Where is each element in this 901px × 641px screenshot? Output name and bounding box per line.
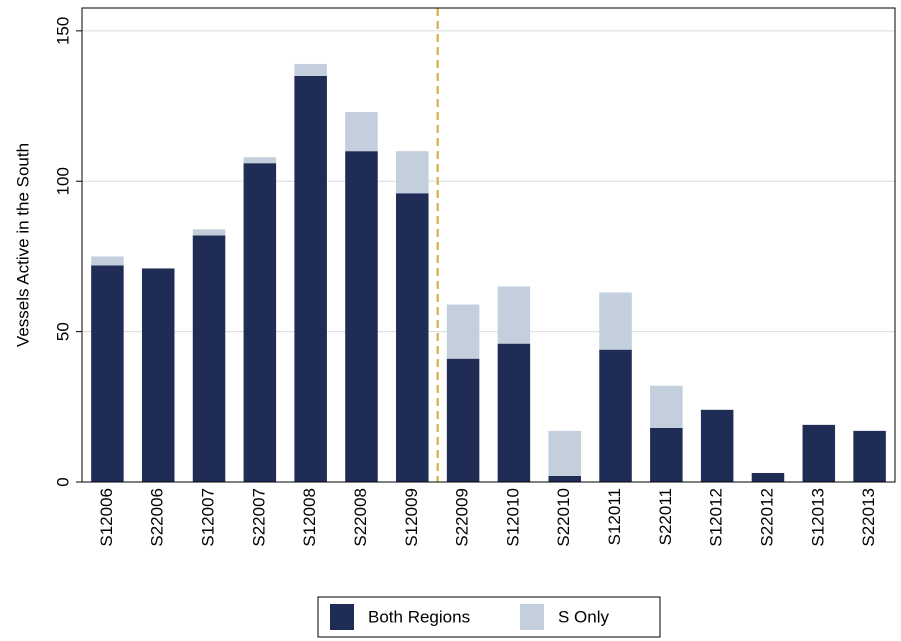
x-tick-label: S22011 bbox=[656, 488, 675, 545]
bar-segment bbox=[192, 229, 226, 236]
y-tick-label: 0 bbox=[53, 477, 72, 486]
bar-segment bbox=[294, 63, 327, 76]
bar-segment bbox=[91, 265, 124, 482]
x-tick-label: S22006 bbox=[148, 488, 167, 547]
x-tick-label: S12012 bbox=[707, 488, 726, 547]
bar-segment bbox=[141, 268, 175, 482]
bar-segment bbox=[548, 430, 581, 476]
legend-box bbox=[317, 596, 661, 638]
legend-swatch bbox=[520, 604, 544, 630]
x-tick-label: S22013 bbox=[859, 488, 878, 547]
bar-segment bbox=[853, 430, 886, 482]
x-tick-label: S12011 bbox=[605, 488, 624, 545]
bar-segment bbox=[192, 235, 226, 482]
x-tick-label: S12009 bbox=[402, 488, 421, 547]
bar-segment bbox=[396, 151, 429, 194]
bar-segment bbox=[751, 472, 785, 482]
bar-segment bbox=[91, 256, 124, 266]
bar-segment bbox=[345, 151, 378, 483]
bar-segment bbox=[497, 343, 531, 482]
legend-swatch bbox=[330, 604, 354, 630]
plot-frame bbox=[81, 7, 896, 483]
y-tick-label: 150 bbox=[53, 17, 72, 45]
bar-segment bbox=[243, 163, 277, 483]
bar-segment bbox=[548, 475, 581, 482]
bar-segment bbox=[243, 157, 277, 164]
bar-segment bbox=[650, 427, 683, 482]
bar-segment bbox=[446, 358, 480, 482]
x-tick-label: S12007 bbox=[199, 488, 218, 547]
y-axis-label: Vessels Active in the South bbox=[13, 143, 32, 347]
x-tick-label: S12008 bbox=[300, 488, 319, 547]
x-tick-label: S22010 bbox=[554, 488, 573, 547]
legend-label: S Only bbox=[558, 607, 610, 626]
bar-segment bbox=[396, 193, 429, 482]
bar-segment bbox=[446, 304, 480, 359]
x-tick-label: S12010 bbox=[503, 488, 522, 547]
x-tick-label: S12013 bbox=[808, 488, 827, 547]
bar-segment bbox=[802, 424, 836, 482]
bar-segment bbox=[650, 385, 683, 428]
x-tick-label: S22008 bbox=[351, 488, 370, 547]
bar-segment bbox=[599, 292, 632, 350]
bar-segment bbox=[599, 349, 632, 482]
bar-segment bbox=[345, 112, 378, 152]
x-tick-label: S12006 bbox=[97, 488, 116, 547]
x-tick-label: S22007 bbox=[249, 488, 268, 547]
legend-label: Both Regions bbox=[368, 607, 470, 626]
y-tick-label: 50 bbox=[53, 322, 72, 341]
x-tick-label: S22012 bbox=[757, 488, 776, 547]
bar-segment bbox=[294, 75, 327, 483]
bar-segment bbox=[700, 409, 734, 482]
y-tick-label: 100 bbox=[53, 167, 72, 195]
x-tick-label: S22009 bbox=[453, 488, 472, 547]
bar-segment bbox=[497, 286, 531, 344]
